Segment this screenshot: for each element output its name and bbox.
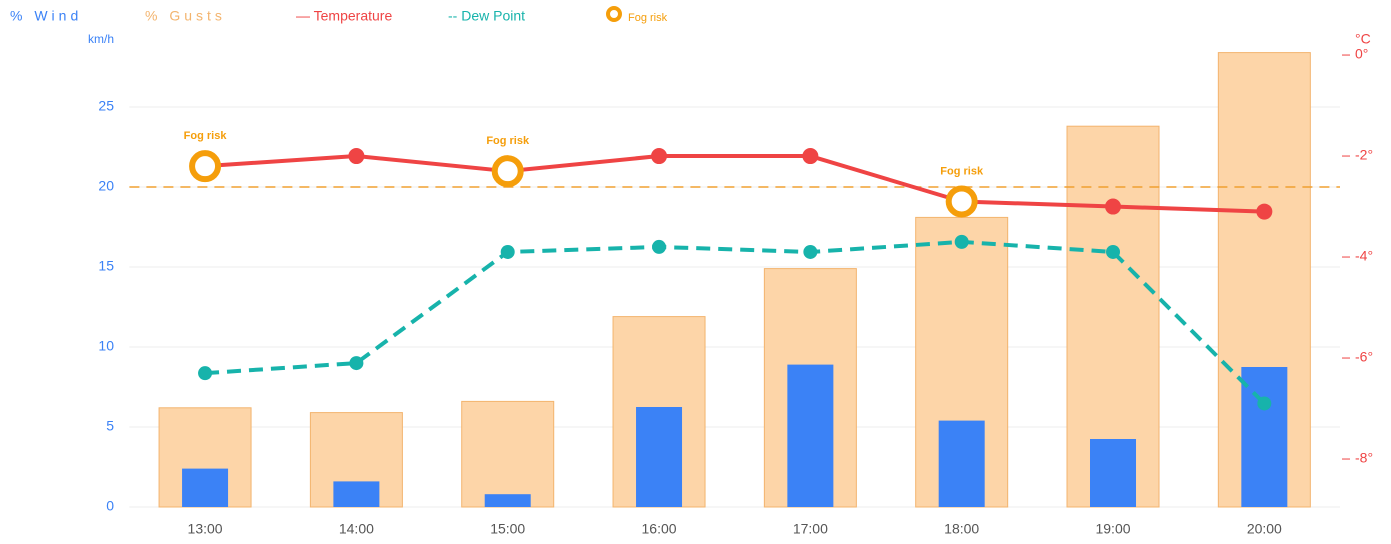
bar xyxy=(182,468,229,507)
point xyxy=(652,239,667,254)
point xyxy=(802,148,819,165)
bar xyxy=(636,407,683,507)
x-tick-label: 19:00 xyxy=(1095,521,1130,537)
legend-fog-icon xyxy=(606,6,622,22)
legend-label: % Gusts xyxy=(145,8,226,24)
bar xyxy=(1090,439,1137,507)
bar xyxy=(1241,367,1288,507)
point xyxy=(803,244,818,259)
x-tick-label: 18:00 xyxy=(944,521,979,537)
point xyxy=(954,234,969,249)
y2-axis-label: °C xyxy=(1355,31,1371,47)
fog-label: Fog risk xyxy=(184,130,228,142)
y-tick-label: 0 xyxy=(106,498,114,514)
legend-label: -- Dew Point xyxy=(448,8,525,24)
y2-tick-label: -6° xyxy=(1355,349,1373,365)
y-tick-label: 15 xyxy=(98,258,114,274)
x-tick-label: 16:00 xyxy=(642,521,677,537)
bar xyxy=(484,494,531,507)
x-tick-label: 15:00 xyxy=(490,521,525,537)
bar xyxy=(461,400,555,508)
y2-tick-label: -8° xyxy=(1355,450,1373,466)
fog-marker xyxy=(945,185,978,218)
legend-label: % Wind xyxy=(10,8,82,24)
x-tick-label: 20:00 xyxy=(1247,521,1282,537)
bar xyxy=(787,364,834,507)
y-axis-label: km/h xyxy=(88,32,114,46)
x-tick-label: 14:00 xyxy=(339,521,374,537)
point xyxy=(651,148,668,165)
y-tick-label: 25 xyxy=(98,98,114,114)
y-tick-label: 20 xyxy=(98,178,114,194)
point xyxy=(1256,203,1273,220)
point xyxy=(1105,198,1122,215)
y-tick-label: 10 xyxy=(98,338,114,354)
point xyxy=(348,148,365,165)
legend-label: Fog risk xyxy=(628,12,668,24)
y2-tick-label: -2° xyxy=(1355,147,1373,163)
line xyxy=(204,239,1266,405)
legend-label: — Temperature xyxy=(296,8,392,24)
fog-marker xyxy=(491,155,524,188)
fog-marker xyxy=(189,150,222,183)
bar xyxy=(333,481,380,507)
fog-label: Fog risk xyxy=(940,165,984,177)
x-tick-label: 13:00 xyxy=(188,521,223,537)
point xyxy=(349,356,364,371)
point xyxy=(1257,396,1272,411)
line xyxy=(204,154,1265,214)
point xyxy=(198,366,213,381)
bar xyxy=(938,420,985,507)
point xyxy=(1106,244,1121,259)
fog-label: Fog risk xyxy=(486,135,530,147)
y2-tick-label: -4° xyxy=(1355,248,1373,264)
y-tick-label: 5 xyxy=(106,418,114,434)
x-tick-label: 17:00 xyxy=(793,521,828,537)
y2-tick-label: 0° xyxy=(1355,46,1368,62)
point xyxy=(500,244,515,259)
